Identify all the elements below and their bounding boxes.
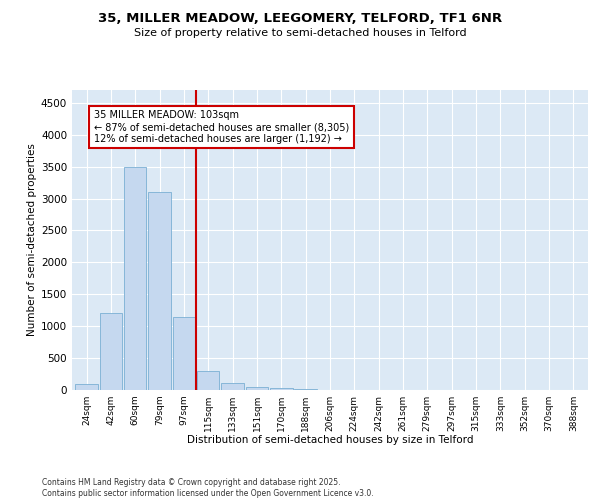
Bar (124, 166, 146, 390)
Bar (148, 192, 171, 390)
X-axis label: Distribution of semi-detached houses by size in Telford: Distribution of semi-detached houses by … (187, 436, 473, 446)
Text: 35 MILLER MEADOW: 103sqm
← 87% of semi-detached houses are smaller (8,305)
12% o: 35 MILLER MEADOW: 103sqm ← 87% of semi-d… (94, 110, 349, 144)
Text: Contains HM Land Registry data © Crown copyright and database right 2025.
Contai: Contains HM Land Registry data © Crown c… (42, 478, 374, 498)
Bar (270, 388, 293, 390)
Text: Size of property relative to semi-detached houses in Telford: Size of property relative to semi-detach… (134, 28, 466, 38)
Bar (173, 316, 195, 390)
Bar (197, 371, 220, 390)
Text: 35, MILLER MEADOW, LEEGOMERY, TELFORD, TF1 6NR: 35, MILLER MEADOW, LEEGOMERY, TELFORD, T… (98, 12, 502, 26)
Y-axis label: Number of semi-detached properties: Number of semi-detached properties (27, 144, 37, 336)
Bar (100, 314, 122, 390)
Bar (76, 384, 98, 390)
Bar (221, 383, 244, 390)
Bar (246, 387, 268, 390)
